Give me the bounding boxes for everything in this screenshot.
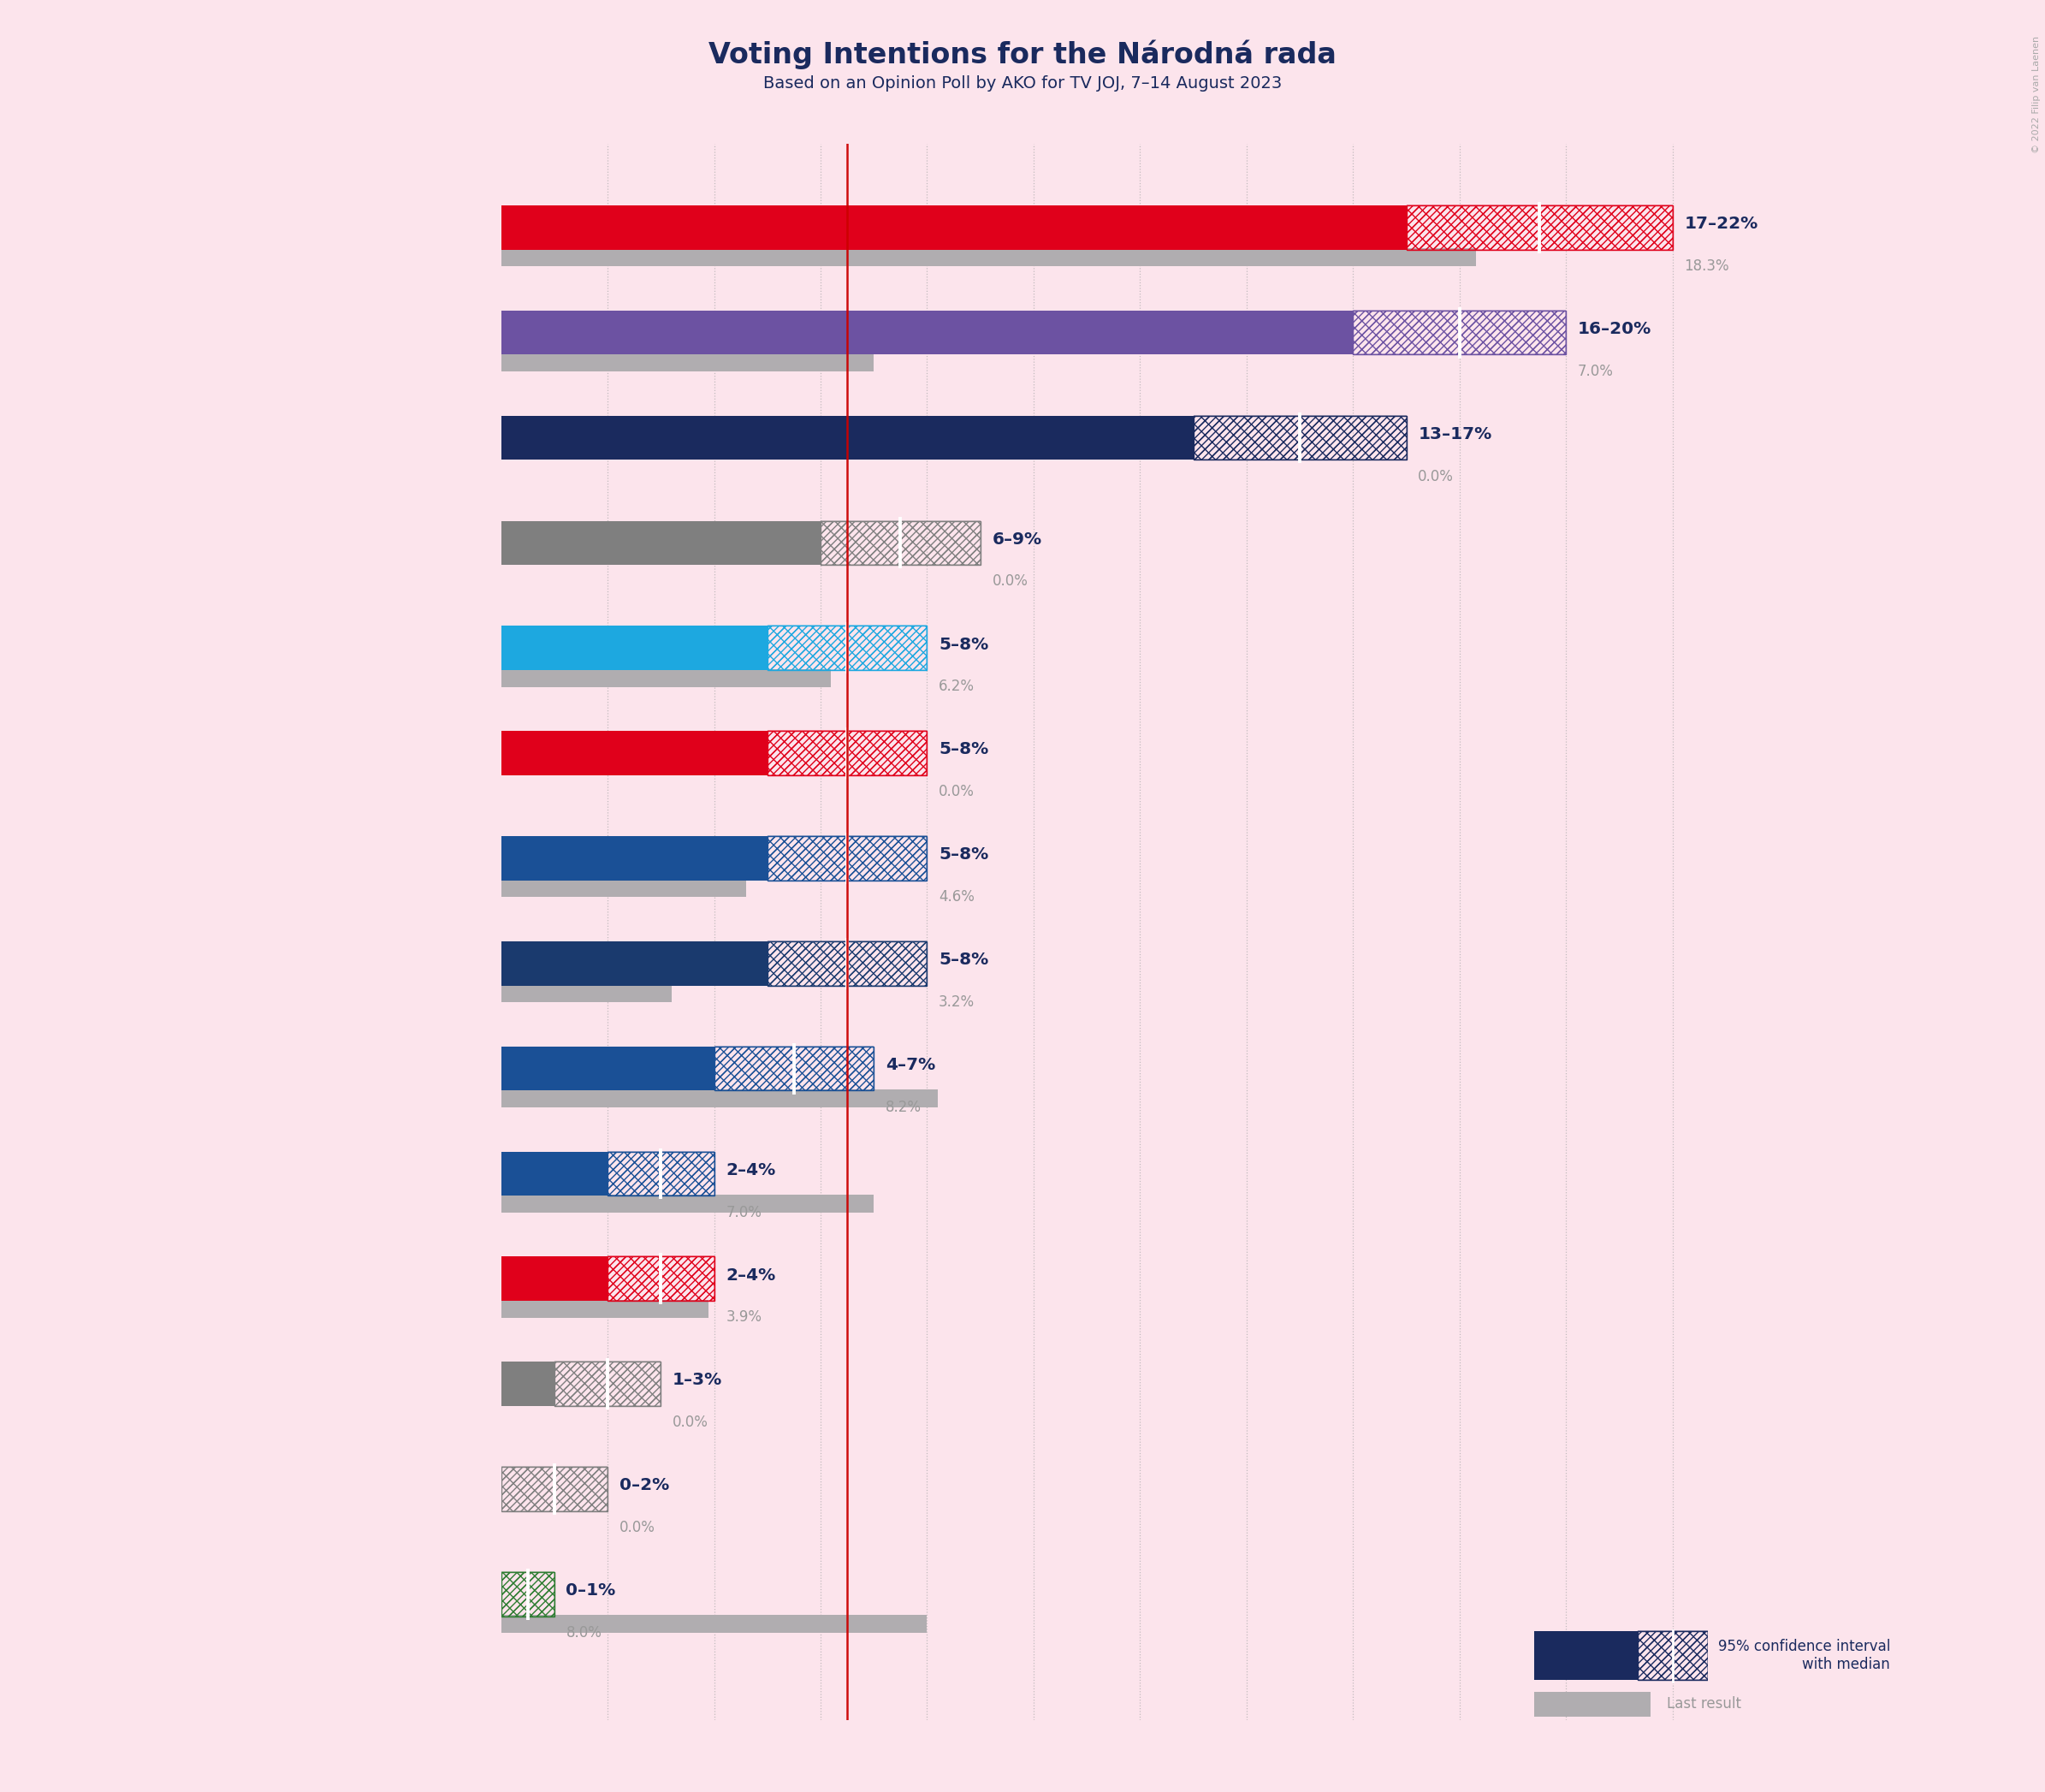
Bar <box>767 625 926 670</box>
Text: Last result: Last result <box>1667 1697 1740 1711</box>
Text: Based on an Opinion Poll by AKO for TV JOJ, 7–14 August 2023: Based on an Opinion Poll by AKO for TV J… <box>763 75 1282 91</box>
Bar <box>1638 1631 1708 1681</box>
Text: 8.2%: 8.2% <box>885 1100 922 1115</box>
Bar <box>501 310 1354 355</box>
Bar <box>501 206 1407 249</box>
Text: 0.0%: 0.0% <box>939 785 975 799</box>
Bar <box>501 1090 939 1107</box>
Bar <box>607 1256 714 1301</box>
Text: 8.0%: 8.0% <box>566 1625 601 1640</box>
Bar <box>501 521 820 564</box>
Text: 3.2%: 3.2% <box>939 995 975 1009</box>
Bar <box>1194 416 1407 461</box>
Text: 5–8%: 5–8% <box>939 846 988 862</box>
Bar <box>501 1362 554 1407</box>
Text: 3.9%: 3.9% <box>726 1310 761 1324</box>
Bar <box>767 837 926 880</box>
Text: 1–3%: 1–3% <box>673 1373 722 1389</box>
Bar <box>714 1047 873 1091</box>
Text: 0–1%: 0–1% <box>566 1582 616 1598</box>
Bar <box>767 941 926 986</box>
Bar <box>501 837 767 880</box>
Bar <box>501 1195 873 1213</box>
Bar <box>767 941 926 986</box>
Bar <box>501 731 767 776</box>
Text: 95% confidence interval
with median: 95% confidence interval with median <box>1718 1640 1890 1672</box>
Text: 4–7%: 4–7% <box>885 1057 935 1073</box>
Bar <box>501 1299 710 1317</box>
Text: 6–9%: 6–9% <box>992 530 1041 547</box>
Bar <box>501 249 1476 267</box>
Bar <box>767 731 926 776</box>
Bar <box>501 1615 926 1633</box>
Text: 0.0%: 0.0% <box>673 1416 708 1430</box>
Text: 16–20%: 16–20% <box>1579 321 1652 337</box>
Bar <box>1354 310 1566 355</box>
Text: 0.0%: 0.0% <box>1417 470 1454 484</box>
Text: 5–8%: 5–8% <box>939 952 988 968</box>
Bar <box>501 1572 554 1616</box>
Bar <box>767 837 926 880</box>
Bar <box>1638 1631 1708 1681</box>
Bar <box>1638 1631 1708 1681</box>
Bar <box>554 1362 661 1407</box>
Bar <box>1534 1631 1638 1681</box>
Text: 0–2%: 0–2% <box>620 1477 669 1493</box>
Bar <box>501 941 767 986</box>
Text: 2–4%: 2–4% <box>726 1267 775 1283</box>
Bar <box>501 353 873 371</box>
Text: 13–17%: 13–17% <box>1417 426 1493 443</box>
Bar <box>767 625 926 670</box>
Bar <box>501 1468 607 1511</box>
Text: 2–4%: 2–4% <box>726 1161 775 1177</box>
Text: 7.0%: 7.0% <box>1579 364 1614 378</box>
Bar <box>607 1152 714 1195</box>
Text: 5–8%: 5–8% <box>939 636 988 652</box>
Text: 0.0%: 0.0% <box>620 1520 654 1536</box>
Bar <box>501 1152 607 1195</box>
Text: 5–8%: 5–8% <box>939 742 988 758</box>
Text: 18.3%: 18.3% <box>1685 258 1730 274</box>
Bar <box>820 521 980 564</box>
Bar <box>1194 416 1407 461</box>
Bar <box>501 668 830 686</box>
Bar <box>501 984 671 1002</box>
Bar <box>501 1572 554 1616</box>
Text: 7.0%: 7.0% <box>726 1204 761 1220</box>
Bar <box>501 880 746 898</box>
Bar <box>607 1152 714 1195</box>
Text: Voting Intentions for the Národná rada: Voting Intentions for the Národná rada <box>708 39 1337 68</box>
Bar <box>1407 206 1673 249</box>
Text: 6.2%: 6.2% <box>939 679 975 694</box>
Bar <box>501 1468 607 1511</box>
Bar <box>501 625 767 670</box>
Text: 0.0%: 0.0% <box>992 573 1029 590</box>
Bar <box>501 1256 607 1301</box>
Bar <box>607 1256 714 1301</box>
Bar <box>1407 206 1673 249</box>
Bar <box>554 1362 661 1407</box>
Text: 17–22%: 17–22% <box>1685 215 1759 231</box>
Bar <box>767 731 926 776</box>
Bar <box>714 1047 873 1091</box>
Bar <box>501 416 1194 461</box>
Text: © 2022 Filip van Laenen: © 2022 Filip van Laenen <box>2033 36 2041 152</box>
Bar <box>820 521 980 564</box>
Bar <box>1534 1692 1650 1717</box>
Bar <box>1354 310 1566 355</box>
Bar <box>501 1047 714 1091</box>
Text: 4.6%: 4.6% <box>939 889 975 905</box>
